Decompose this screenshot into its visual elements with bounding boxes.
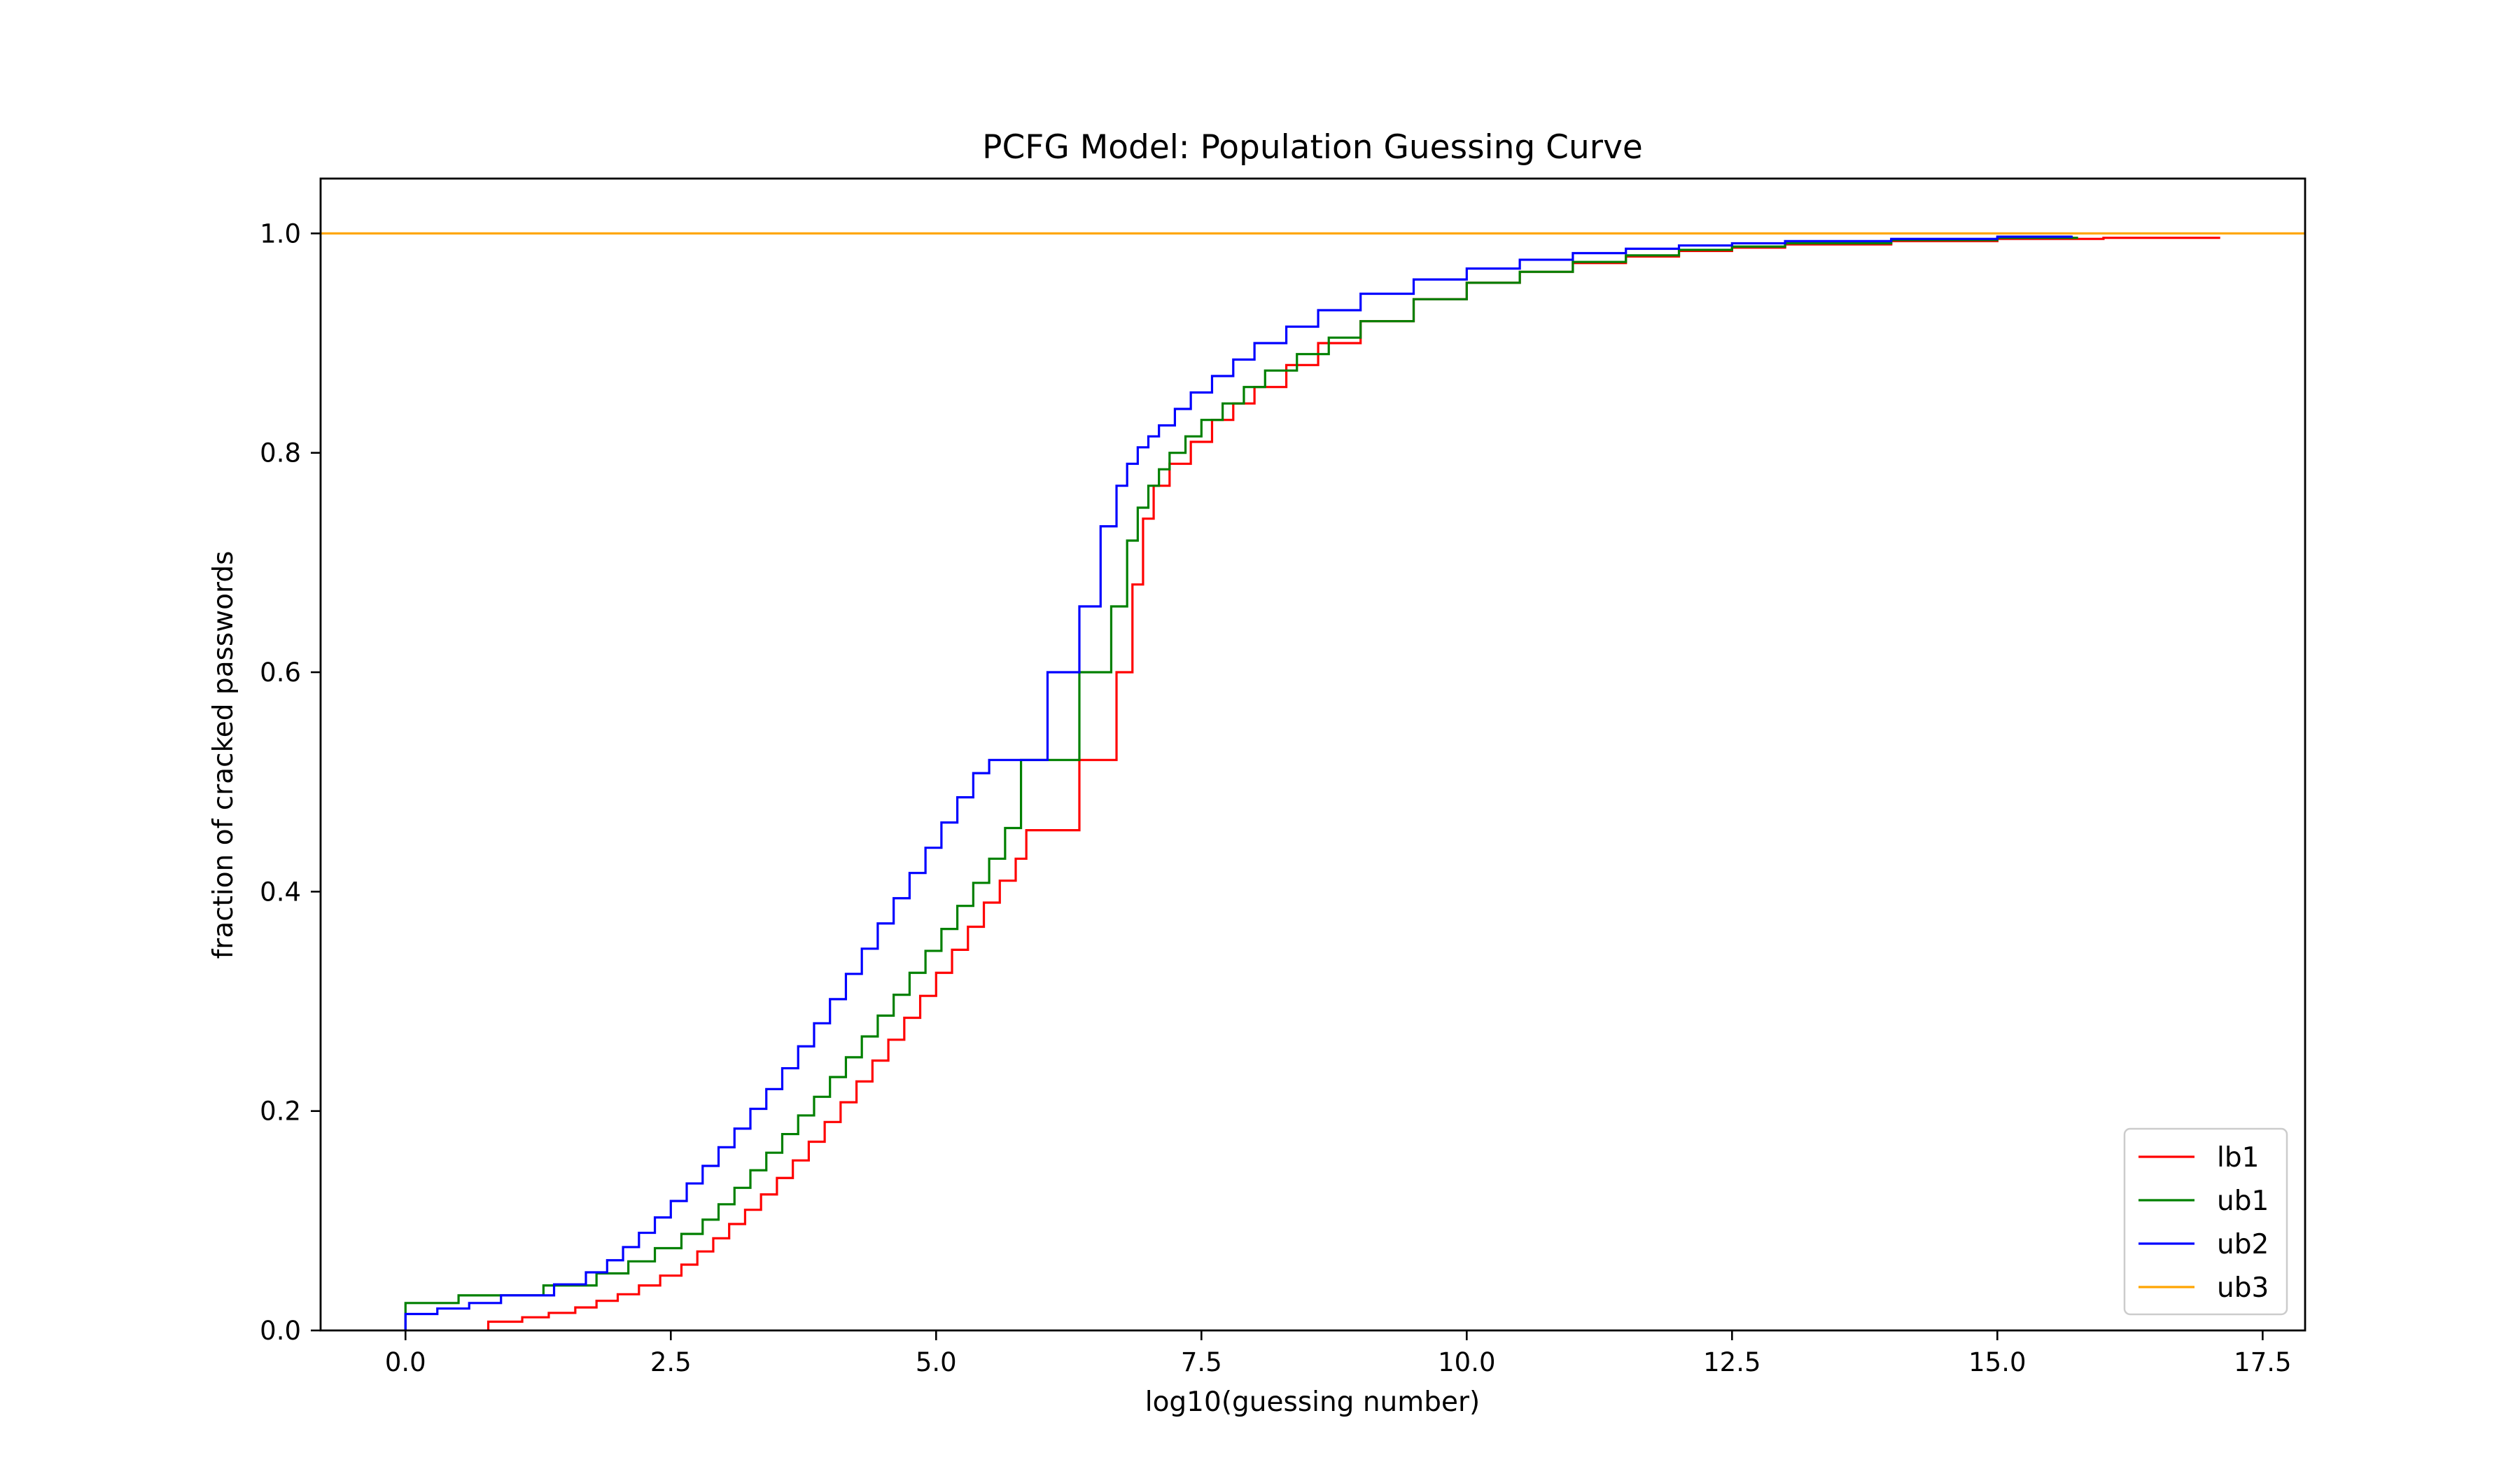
y-tick-label: 0.4 (260, 877, 301, 907)
series-line-ub2 (404, 235, 2073, 1330)
legend-label-ub3: ub3 (2217, 1272, 2269, 1304)
legend-label-ub1: ub1 (2217, 1186, 2269, 1217)
x-tick-label: 17.5 (2234, 1347, 2291, 1377)
series-group (321, 232, 2305, 1330)
x-tick-label: 0.0 (385, 1347, 426, 1377)
y-tick-label: 0.0 (260, 1316, 301, 1346)
x-tick-label: 15.0 (1968, 1347, 2026, 1377)
x-tick-label: 5.0 (916, 1347, 957, 1377)
legend-box (2123, 1127, 2288, 1316)
legend-label-ub2: ub2 (2217, 1229, 2269, 1260)
y-tick-label: 0.2 (260, 1097, 301, 1127)
legend: lb1 ub1 ub2 ub3 (2123, 1127, 2288, 1316)
legend-label-lb1: lb1 (2217, 1142, 2259, 1174)
plot-frame (319, 177, 2306, 1332)
plot-area: 0.0 2.5 5.0 7.5 10.0 12.5 15.0 17.5 0.0 0.2 0.4 0.6… (260, 177, 2306, 1377)
x-tick-label: 10.0 (1438, 1347, 1495, 1377)
y-tick-label: 1.0 (260, 218, 301, 249)
x-tick-label: 2.5 (650, 1347, 692, 1377)
y-axis-label: fraction of cracked passwords (208, 551, 239, 959)
chart-title: PCFG Model: Population Guessing Curve (982, 128, 1643, 167)
y-tick-label: 0.8 (260, 438, 301, 468)
x-axis-label: log10(guessing number) (1145, 1386, 1480, 1418)
series-line-ub1 (404, 237, 2078, 1330)
x-tick-label: 12.5 (1703, 1347, 1760, 1377)
y-tick-label: 0.6 (260, 658, 301, 688)
x-tick-label: 7.5 (1181, 1347, 1222, 1377)
